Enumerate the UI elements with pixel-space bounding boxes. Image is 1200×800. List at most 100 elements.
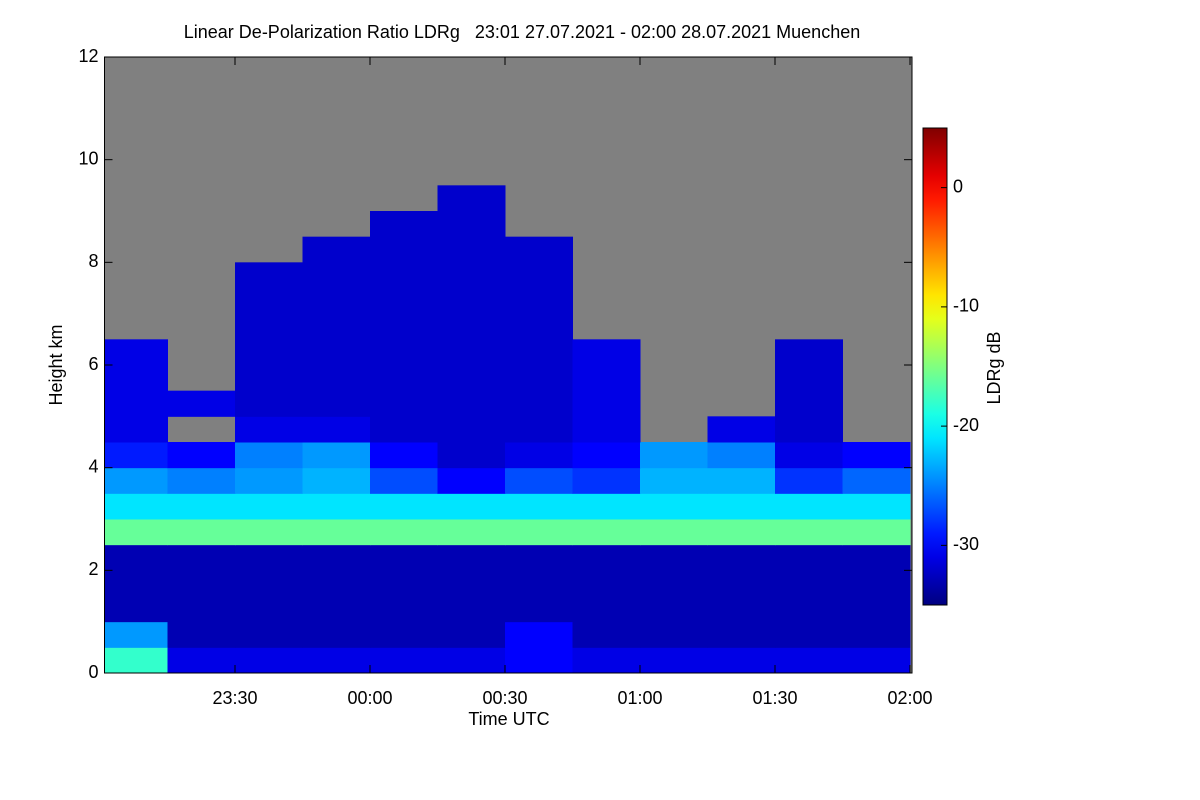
y-tick-label: 6 xyxy=(88,354,98,374)
heatmap-cell xyxy=(370,493,438,520)
heatmap-cell xyxy=(235,390,303,417)
heatmap-cell xyxy=(302,544,371,571)
heatmap-cell xyxy=(640,467,708,494)
heatmap-cell xyxy=(235,596,303,623)
heatmap-cell xyxy=(235,262,303,289)
heatmap-cell xyxy=(505,339,573,366)
heatmap-cell xyxy=(437,647,506,674)
heatmap-cell xyxy=(775,621,843,648)
heatmap-cell xyxy=(437,416,506,443)
heatmap-cell xyxy=(104,570,168,597)
heatmap-cell xyxy=(437,570,506,597)
heatmap-cell xyxy=(302,442,371,469)
heatmap-cell xyxy=(775,365,843,392)
heatmap-cell xyxy=(104,647,168,674)
heatmap-cell xyxy=(505,570,573,597)
heatmap-cell xyxy=(842,647,911,674)
heatmap-cell xyxy=(437,493,506,520)
heatmap-cell xyxy=(572,390,641,417)
heatmap-cell xyxy=(302,390,371,417)
heatmap-cell xyxy=(302,416,371,443)
heatmap-cell xyxy=(572,416,641,443)
heatmap-cell xyxy=(370,262,438,289)
heatmap-cell xyxy=(370,288,438,315)
heatmap-cell xyxy=(167,442,236,469)
heatmap-cell xyxy=(505,621,573,648)
heatmap-cell xyxy=(370,647,438,674)
heatmap-cell xyxy=(572,570,641,597)
heatmap-cell xyxy=(842,519,911,546)
heatmap-cell xyxy=(505,647,573,674)
heatmap-cell xyxy=(437,236,506,263)
heatmap-cell xyxy=(302,365,371,392)
heatmap-cell xyxy=(707,621,776,648)
y-tick-label: 10 xyxy=(78,148,98,168)
heatmap-cell xyxy=(775,596,843,623)
heatmap-cell xyxy=(572,544,641,571)
heatmap-cell xyxy=(707,442,776,469)
heatmap-cell xyxy=(104,390,168,417)
chart-title: Linear De-Polarization Ratio LDRg 23:01 … xyxy=(184,22,860,42)
heatmap-cell xyxy=(167,570,236,597)
heatmap-cell xyxy=(167,596,236,623)
heatmap-cell xyxy=(775,416,843,443)
heatmap-cell xyxy=(302,493,371,520)
heatmap-cell xyxy=(707,544,776,571)
heatmap-cell xyxy=(505,416,573,443)
heatmap-cell xyxy=(842,544,911,571)
y-axis-label: Height km xyxy=(46,324,66,405)
heatmap-cell xyxy=(437,339,506,366)
heatmap-cell xyxy=(167,621,236,648)
heatmap-cell xyxy=(437,442,506,469)
heatmap-cell xyxy=(572,647,641,674)
x-tick-label: 23:30 xyxy=(212,688,257,708)
heatmap-cell xyxy=(775,647,843,674)
heatmap-cell xyxy=(235,621,303,648)
heatmap-cell xyxy=(167,544,236,571)
heatmap-cell xyxy=(437,390,506,417)
heatmap-cell xyxy=(842,621,911,648)
heatmap-cell xyxy=(775,570,843,597)
heatmap-cell xyxy=(505,596,573,623)
heatmap-cell xyxy=(505,467,573,494)
heatmap-cell xyxy=(235,467,303,494)
heatmap-cell xyxy=(370,519,438,546)
y-tick-label: 12 xyxy=(78,46,98,66)
heatmap-cell xyxy=(437,467,506,494)
heatmap-cell xyxy=(235,416,303,443)
heatmap-cell xyxy=(104,596,168,623)
x-tick-label: 01:30 xyxy=(752,688,797,708)
heatmap-cell xyxy=(370,544,438,571)
heatmap-cell xyxy=(437,262,506,289)
heatmap-cell xyxy=(167,493,236,520)
heatmap-cell xyxy=(370,236,438,263)
heatmap-cell xyxy=(235,339,303,366)
heatmap-cell xyxy=(370,467,438,494)
heatmap-cell xyxy=(640,544,708,571)
heatmap-cell xyxy=(842,596,911,623)
y-tick-label: 4 xyxy=(88,456,98,476)
heatmap-cell xyxy=(302,570,371,597)
heatmap-cell xyxy=(842,570,911,597)
y-tick-label: 0 xyxy=(88,662,98,682)
heatmap-cell xyxy=(302,467,371,494)
heatmap-cell xyxy=(235,442,303,469)
heatmap-cell xyxy=(707,519,776,546)
heatmap-cell xyxy=(104,416,168,443)
heatmap-cell xyxy=(167,467,236,494)
heatmap-cell xyxy=(842,467,911,494)
y-tick-label: 2 xyxy=(88,559,98,579)
colorbar xyxy=(922,127,948,606)
heatmap-cell xyxy=(505,288,573,315)
x-tick-label: 01:00 xyxy=(617,688,662,708)
heatmap-cell xyxy=(775,390,843,417)
heatmap-cell xyxy=(572,442,641,469)
x-tick-label: 00:30 xyxy=(482,688,527,708)
x-axis-label: Time UTC xyxy=(468,709,549,729)
heatmap-cell xyxy=(505,544,573,571)
heatmap-cell xyxy=(104,544,168,571)
heatmap-cell xyxy=(104,493,168,520)
heatmap-cell xyxy=(235,647,303,674)
heatmap-cell xyxy=(437,621,506,648)
